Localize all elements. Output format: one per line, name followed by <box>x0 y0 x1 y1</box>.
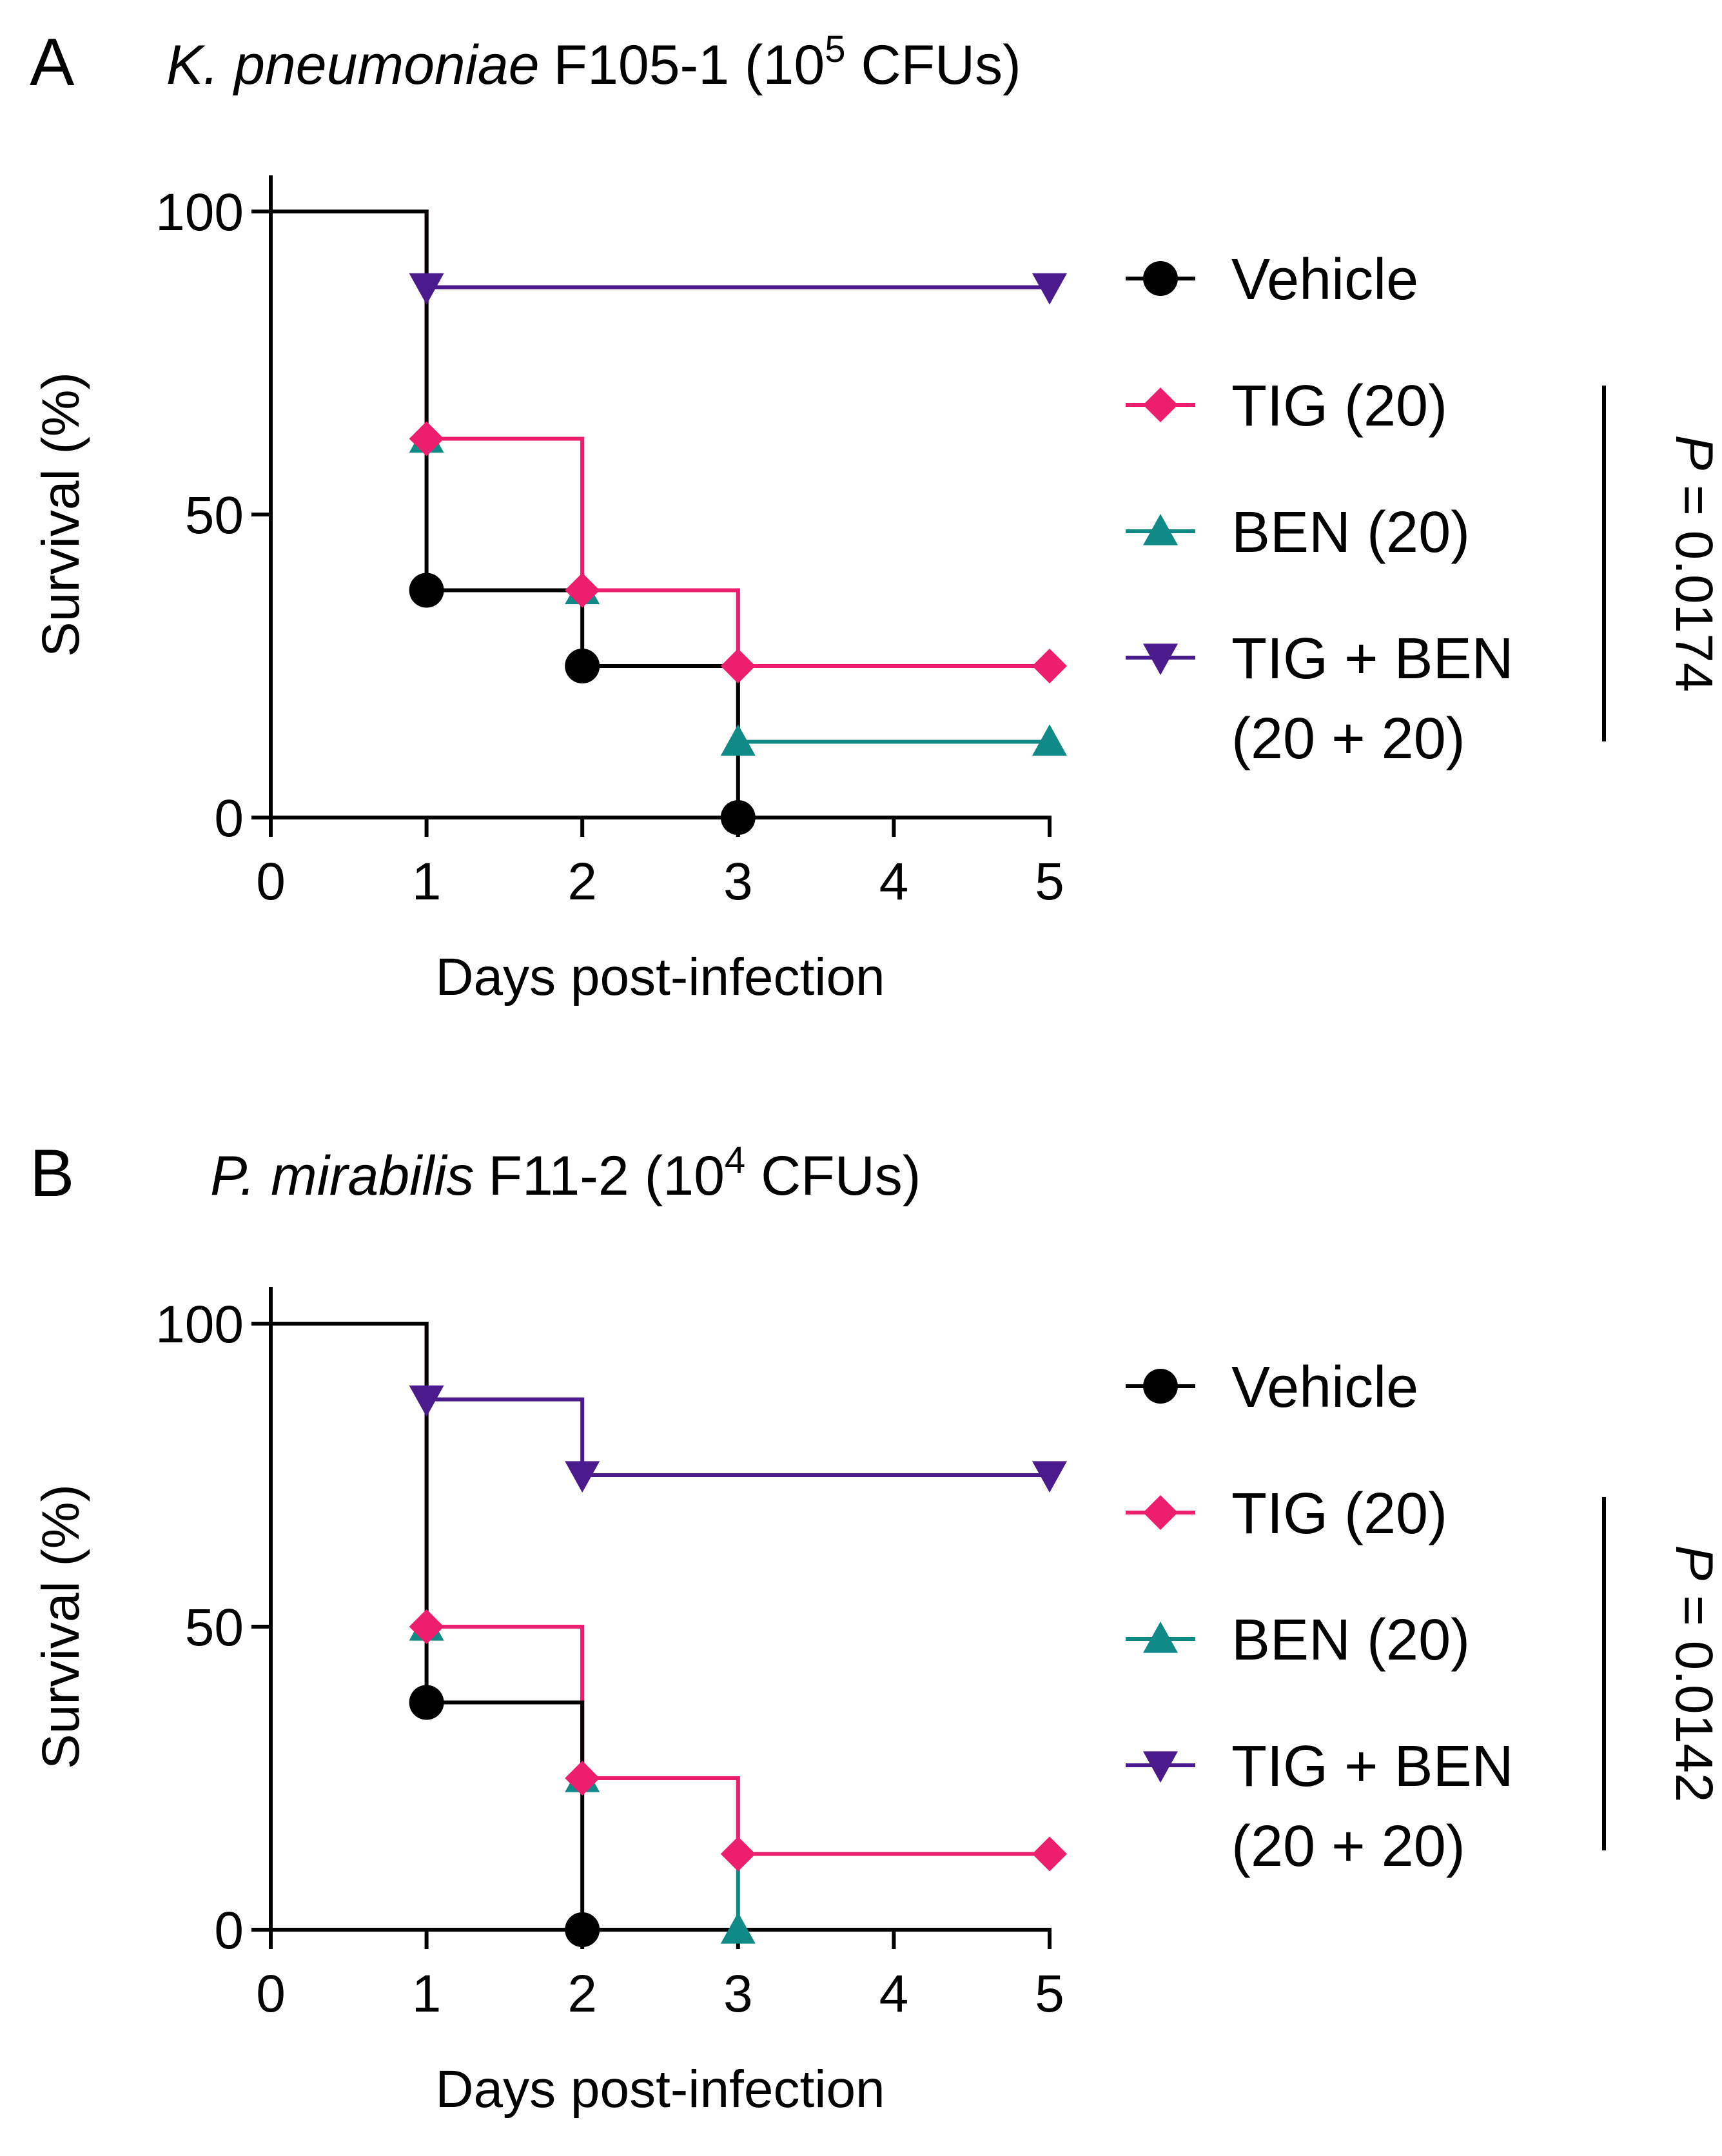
legend-label: BEN (20) <box>1231 1608 1470 1672</box>
x-tick-label: 5 <box>1035 1965 1064 2023</box>
x-tick-label: 4 <box>879 1965 909 2023</box>
p-value: P = 0.0174 <box>1665 435 1722 692</box>
data-point-diamond <box>565 1761 600 1796</box>
x-tick-label: 2 <box>567 1965 597 2023</box>
chart-title: P. mirabilis F11-2 (104 CFUs) <box>210 1139 921 1207</box>
x-tick-label: 5 <box>1035 852 1064 911</box>
title-exponent: 4 <box>725 1139 745 1181</box>
x-tick-label: 4 <box>879 852 909 911</box>
series-line-diamond <box>271 1322 1050 1856</box>
p-value-symbol: P <box>1665 1545 1722 1581</box>
legend-label: TIG + BEN <box>1231 627 1514 691</box>
p-value-symbol: P <box>1665 435 1722 471</box>
y-tick-label: 100 <box>155 183 244 242</box>
legend-label: BEN (20) <box>1231 500 1470 565</box>
data-point-triangle-down <box>409 273 444 305</box>
x-axis-label: Days post-infection <box>435 2060 885 2119</box>
panel-letter: B <box>30 1136 74 1211</box>
legend-label-line2: (20 + 20) <box>1231 707 1465 771</box>
legend-label: Vehicle <box>1231 1355 1418 1420</box>
data-point-triangle-down <box>1032 1461 1067 1493</box>
title-unit: CFUs) <box>745 1145 921 1207</box>
legend-marker-triangle-up <box>1143 514 1178 545</box>
y-tick-label: 0 <box>214 789 244 848</box>
x-tick-label: 0 <box>256 852 286 911</box>
data-point-circle <box>565 649 600 683</box>
data-point-triangle-down <box>565 1461 600 1493</box>
series-line-diamond <box>271 210 1050 668</box>
data-point-circle <box>409 1685 444 1720</box>
x-tick-label: 0 <box>256 1965 286 2023</box>
series-line-circle <box>271 210 740 818</box>
data-point-triangle-down <box>1032 273 1067 305</box>
legend-label: Vehicle <box>1231 248 1418 312</box>
panel-letter: A <box>30 25 75 100</box>
data-point-circle <box>409 573 444 608</box>
data-point-triangle-up <box>720 1912 756 1944</box>
legend-marker-triangle-up <box>1143 1622 1178 1653</box>
legend-label: TIG + BEN <box>1231 1734 1514 1799</box>
p-value-number: = 0.0174 <box>1665 470 1722 692</box>
title-unit: CFUs) <box>845 34 1021 96</box>
title-organism: K. pneumoniae <box>166 34 540 96</box>
data-point-triangle-down <box>409 1385 444 1417</box>
x-tick-label: 1 <box>412 852 442 911</box>
x-tick-label: 2 <box>567 852 597 911</box>
y-tick-label: 50 <box>185 1598 244 1657</box>
data-point-diamond <box>409 1609 444 1644</box>
legend-marker-diamond <box>1143 1495 1178 1530</box>
data-point-triangle-up <box>720 724 756 756</box>
x-axis-label: Days post-infection <box>435 948 885 1006</box>
data-point-diamond <box>720 649 756 683</box>
legend-marker-diamond <box>1143 387 1178 422</box>
p-value-number: = 0.0142 <box>1665 1580 1722 1802</box>
data-point-circle <box>720 800 756 835</box>
y-tick-label: 100 <box>155 1295 244 1354</box>
title-strain: F11-2 (10 <box>488 1145 724 1207</box>
x-tick-label: 3 <box>723 1965 753 2023</box>
legend-label-line2: (20 + 20) <box>1231 1814 1465 1879</box>
data-point-circle <box>565 1912 600 1947</box>
x-tick-label: 3 <box>723 852 753 911</box>
data-point-diamond <box>1032 649 1067 683</box>
x-tick-label: 1 <box>412 1965 442 2023</box>
legend-marker-triangle-down <box>1143 1751 1178 1783</box>
title-strain: F105-1 (10 <box>554 34 825 96</box>
data-point-diamond <box>409 421 444 456</box>
series-line-triangle-down <box>271 210 1050 289</box>
data-point-triangle-up <box>1032 724 1067 756</box>
legend-label: TIG (20) <box>1231 374 1447 438</box>
y-tick-label: 0 <box>214 1901 244 1960</box>
title-exponent: 5 <box>825 28 845 70</box>
p-value: P = 0.0142 <box>1665 1545 1722 1803</box>
chart-title: K. pneumoniae F105-1 (105 CFUs) <box>166 28 1021 96</box>
y-axis-label: Survival (%) <box>32 372 90 657</box>
data-point-diamond <box>1032 1836 1067 1872</box>
legend-marker-triangle-down <box>1143 643 1178 675</box>
legend-marker-circle <box>1143 1369 1178 1404</box>
title-organism: P. mirabilis <box>210 1145 474 1207</box>
legend-marker-circle <box>1143 261 1178 296</box>
series-line-triangle-down <box>271 1322 1050 1477</box>
y-tick-label: 50 <box>185 486 244 545</box>
legend-label: TIG (20) <box>1231 1482 1447 1546</box>
series-line-triangle-up <box>271 210 1050 744</box>
y-axis-label: Survival (%) <box>32 1484 90 1769</box>
data-point-diamond <box>720 1836 756 1872</box>
data-point-diamond <box>565 573 600 608</box>
